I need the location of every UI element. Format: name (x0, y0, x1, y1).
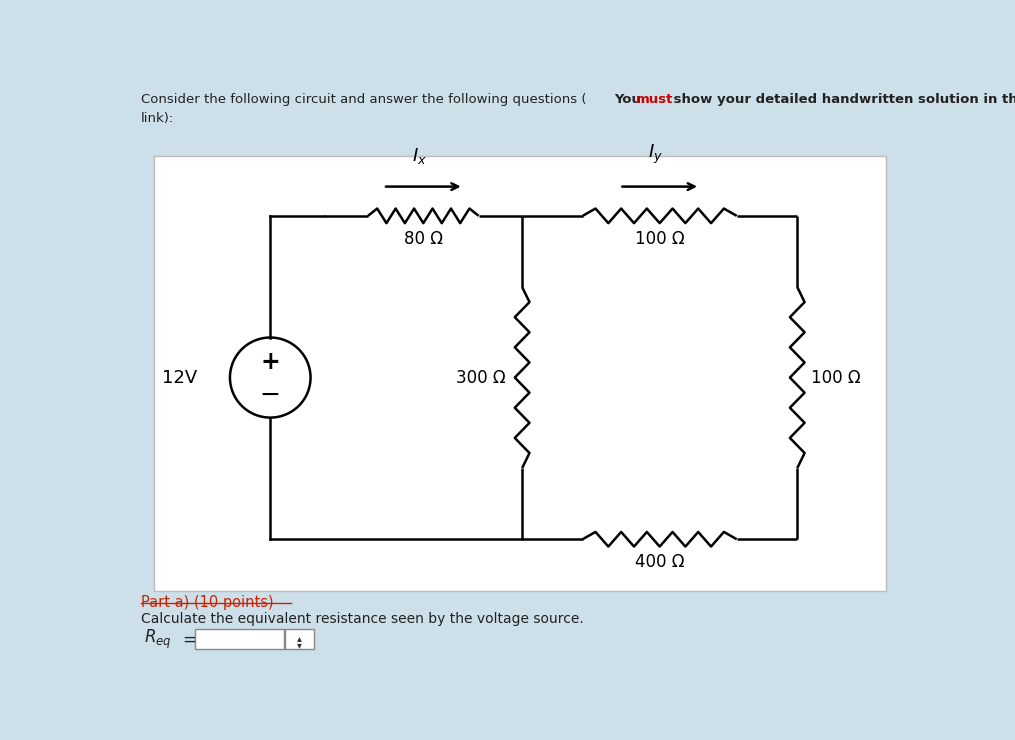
Text: link):: link): (141, 112, 175, 125)
FancyBboxPatch shape (195, 629, 284, 650)
Text: $I_x$: $I_x$ (412, 146, 427, 166)
Text: must: must (636, 92, 673, 106)
Text: Calculate the equivalent resistance seen by the voltage source.: Calculate the equivalent resistance seen… (141, 613, 584, 626)
Text: $I_y$: $I_y$ (649, 143, 663, 166)
FancyBboxPatch shape (285, 629, 315, 650)
Text: You: You (614, 92, 646, 106)
Text: 100 Ω: 100 Ω (811, 369, 861, 386)
Text: show your detailed handwritten solution in the upload: show your detailed handwritten solution … (669, 92, 1015, 106)
Text: 300 Ω: 300 Ω (457, 369, 505, 386)
Text: =: = (183, 630, 197, 648)
Text: +: + (261, 350, 280, 374)
Text: 400 Ω: 400 Ω (635, 553, 684, 571)
Text: 100 Ω: 100 Ω (634, 229, 684, 248)
Text: −: − (260, 383, 281, 406)
Text: $R_{eq}$: $R_{eq}$ (144, 628, 172, 651)
Text: ▴: ▴ (297, 633, 302, 643)
Text: 12V: 12V (162, 369, 197, 386)
FancyBboxPatch shape (154, 156, 886, 591)
Text: Consider the following circuit and answer the following questions (: Consider the following circuit and answe… (141, 92, 587, 106)
Text: 80 Ω: 80 Ω (404, 229, 443, 248)
Text: ▾: ▾ (297, 641, 302, 650)
Text: Part a) (10 points): Part a) (10 points) (141, 596, 273, 610)
